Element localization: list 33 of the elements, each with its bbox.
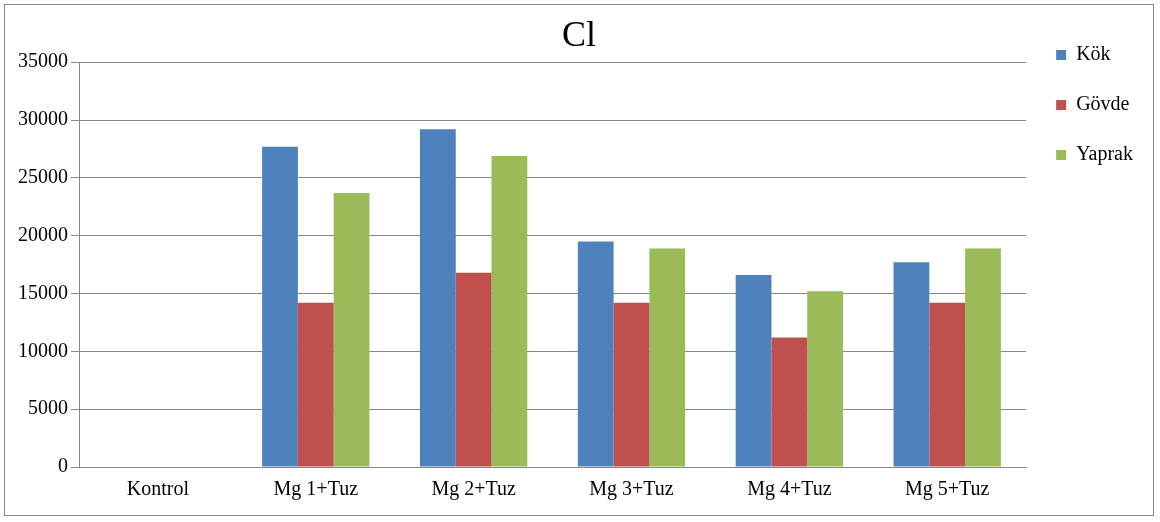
y-tick-label: 20000 bbox=[18, 222, 68, 245]
x-tick-label: Mg 1+Tuz bbox=[273, 477, 359, 501]
y-tick-label: 15000 bbox=[18, 280, 68, 303]
bar bbox=[491, 155, 528, 467]
bar bbox=[613, 302, 650, 467]
x-tick-label: Mg 5+Tuz bbox=[904, 477, 990, 501]
bar bbox=[965, 248, 1001, 467]
bar bbox=[771, 337, 808, 467]
y-tick-label: 5000 bbox=[28, 396, 68, 419]
x-tick-label: Kontrol bbox=[126, 477, 190, 500]
y-tick-label: 30000 bbox=[18, 107, 68, 130]
y-tick-label: 0 bbox=[58, 454, 68, 477]
y-tick-label: 10000 bbox=[18, 338, 68, 361]
bar bbox=[333, 192, 370, 467]
legend-label: Kök bbox=[1076, 42, 1111, 65]
chart-title: Cl bbox=[561, 14, 597, 55]
bar bbox=[735, 275, 772, 467]
x-tick-label: Mg 3+Tuz bbox=[589, 477, 674, 501]
bar bbox=[649, 248, 686, 467]
y-tick-label: 25000 bbox=[18, 165, 68, 188]
bar bbox=[893, 262, 930, 467]
legend-label: Gövde bbox=[1076, 92, 1130, 115]
bar bbox=[297, 302, 334, 467]
bar bbox=[455, 272, 492, 467]
y-tick-label: 35000 bbox=[18, 49, 68, 72]
x-tick-label: Mg 4+Tuz bbox=[747, 477, 832, 501]
bar bbox=[807, 291, 844, 467]
bar bbox=[419, 129, 456, 467]
bar bbox=[262, 146, 298, 467]
x-tick-label: Mg 2+Tuz bbox=[431, 477, 516, 501]
bar bbox=[929, 302, 966, 467]
bar bbox=[577, 241, 614, 467]
legend-label: Yaprak bbox=[1076, 142, 1133, 166]
